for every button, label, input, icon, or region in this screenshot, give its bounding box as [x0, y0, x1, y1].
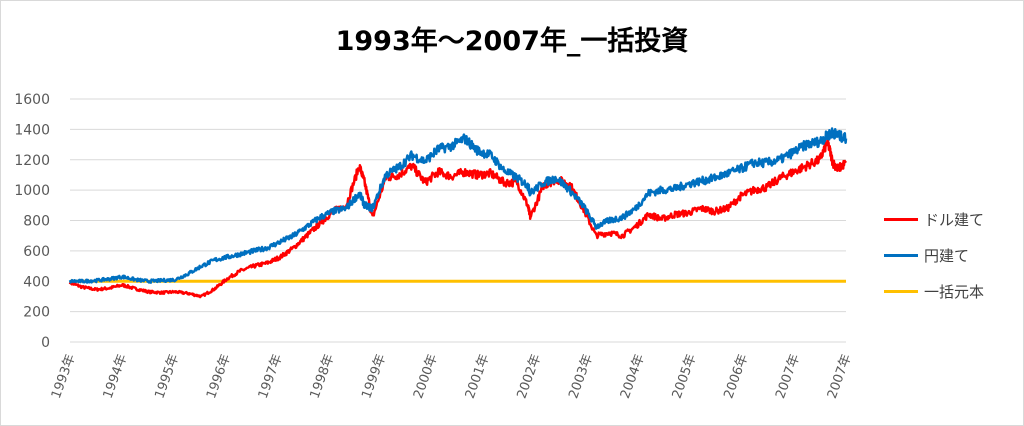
y-tick-label: 0: [41, 335, 50, 351]
y-tick-label: 1400: [14, 122, 50, 138]
x-tick-label: 1994年: [101, 352, 131, 400]
legend-swatch-jpy: [884, 253, 918, 257]
x-tick-label: 2005年: [670, 352, 700, 400]
x-tick-label: 2002年: [514, 352, 544, 400]
legend: ドル建て 円建て 一括元本: [884, 201, 1019, 309]
y-tick-label: 1000: [14, 183, 50, 199]
x-axis-tick-labels: 1993年 1994年 1995年 1996年 1997年 1998年 1999年 2000年…: [49, 352, 855, 400]
series-line-0: [68, 136, 847, 299]
x-tick-label: 1993年: [49, 352, 79, 400]
x-tick-label: 2007年: [825, 352, 855, 400]
chart-title: 1993年～2007年_一括投資: [335, 26, 689, 57]
legend-item-principal: 一括元本: [884, 273, 1019, 309]
series-lines: [68, 127, 848, 299]
x-tick-label: 1998年: [308, 352, 338, 400]
y-axis-tick-labels: 0 200 400 600 800 1000 1200 1400 1600: [14, 92, 50, 351]
legend-label-usd: ドル建て: [924, 210, 985, 229]
x-tick-label: 1995年: [152, 352, 182, 400]
y-tick-label: 1200: [14, 153, 50, 169]
x-tick-label: 2001年: [463, 352, 493, 400]
y-tick-label: 1600: [14, 92, 50, 108]
y-tick-label: 200: [23, 305, 50, 321]
x-tick-label: 2007年: [773, 352, 803, 400]
legend-swatch-principal: [884, 289, 918, 293]
x-tick-label: 2004年: [618, 352, 648, 400]
legend-item-jpy: 円建て: [884, 237, 1019, 273]
legend-label-principal: 一括元本: [924, 282, 985, 301]
x-tick-label: 2006年: [721, 352, 751, 400]
series-line-1: [68, 127, 848, 284]
legend-item-usd: ドル建て: [884, 201, 1019, 237]
x-tick-label: 1996年: [204, 352, 234, 400]
legend-swatch-usd: [884, 217, 918, 221]
y-tick-label: 400: [23, 274, 50, 290]
y-tick-label: 800: [23, 214, 50, 230]
x-tick-label: 1999年: [359, 352, 389, 400]
gridlines: [70, 98, 846, 343]
x-tick-label: 2003年: [566, 352, 596, 400]
y-tick-label: 600: [23, 244, 50, 260]
x-tick-label: 2000年: [411, 352, 441, 400]
legend-label-jpy: 円建て: [924, 246, 970, 265]
x-tick-label: 1997年: [256, 352, 286, 400]
